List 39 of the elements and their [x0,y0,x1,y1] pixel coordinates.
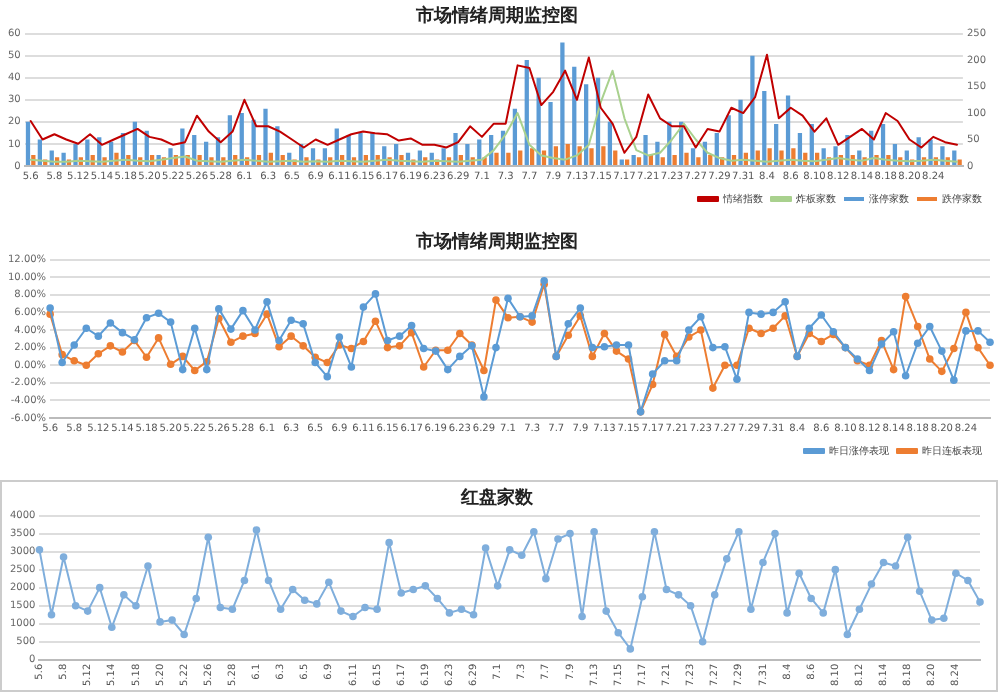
bar [263,108,268,165]
bar [631,154,636,165]
bar [465,143,470,165]
bar [636,157,642,165]
bar [619,159,624,165]
bar [738,99,743,165]
bar [85,139,90,165]
bar [696,157,701,165]
bar [25,121,31,165]
bar [643,135,648,165]
chart-title: 市场情绪周期监控图 [414,5,578,28]
bar [655,141,660,165]
bar [251,119,256,165]
bar [506,152,511,165]
bar [684,152,689,165]
bar [584,84,589,165]
bar [589,148,594,165]
bar [518,150,523,165]
bar [529,148,535,165]
bar [762,90,767,165]
chart-title: 市场情绪周期监控图 [414,231,578,254]
bar [957,159,962,165]
bar [548,102,553,165]
chart-title: 红盘家数 [459,487,535,510]
bar [672,154,677,165]
bar [660,157,665,165]
bar [708,154,713,165]
bar [358,132,363,165]
bar [690,148,696,165]
bar [560,42,565,165]
bar [370,132,375,165]
bar [607,121,613,165]
bar [613,150,618,165]
bar [624,159,630,165]
bar [239,113,244,165]
bar [750,55,755,165]
bar [73,143,78,165]
bar [601,146,606,165]
bar [494,152,499,165]
